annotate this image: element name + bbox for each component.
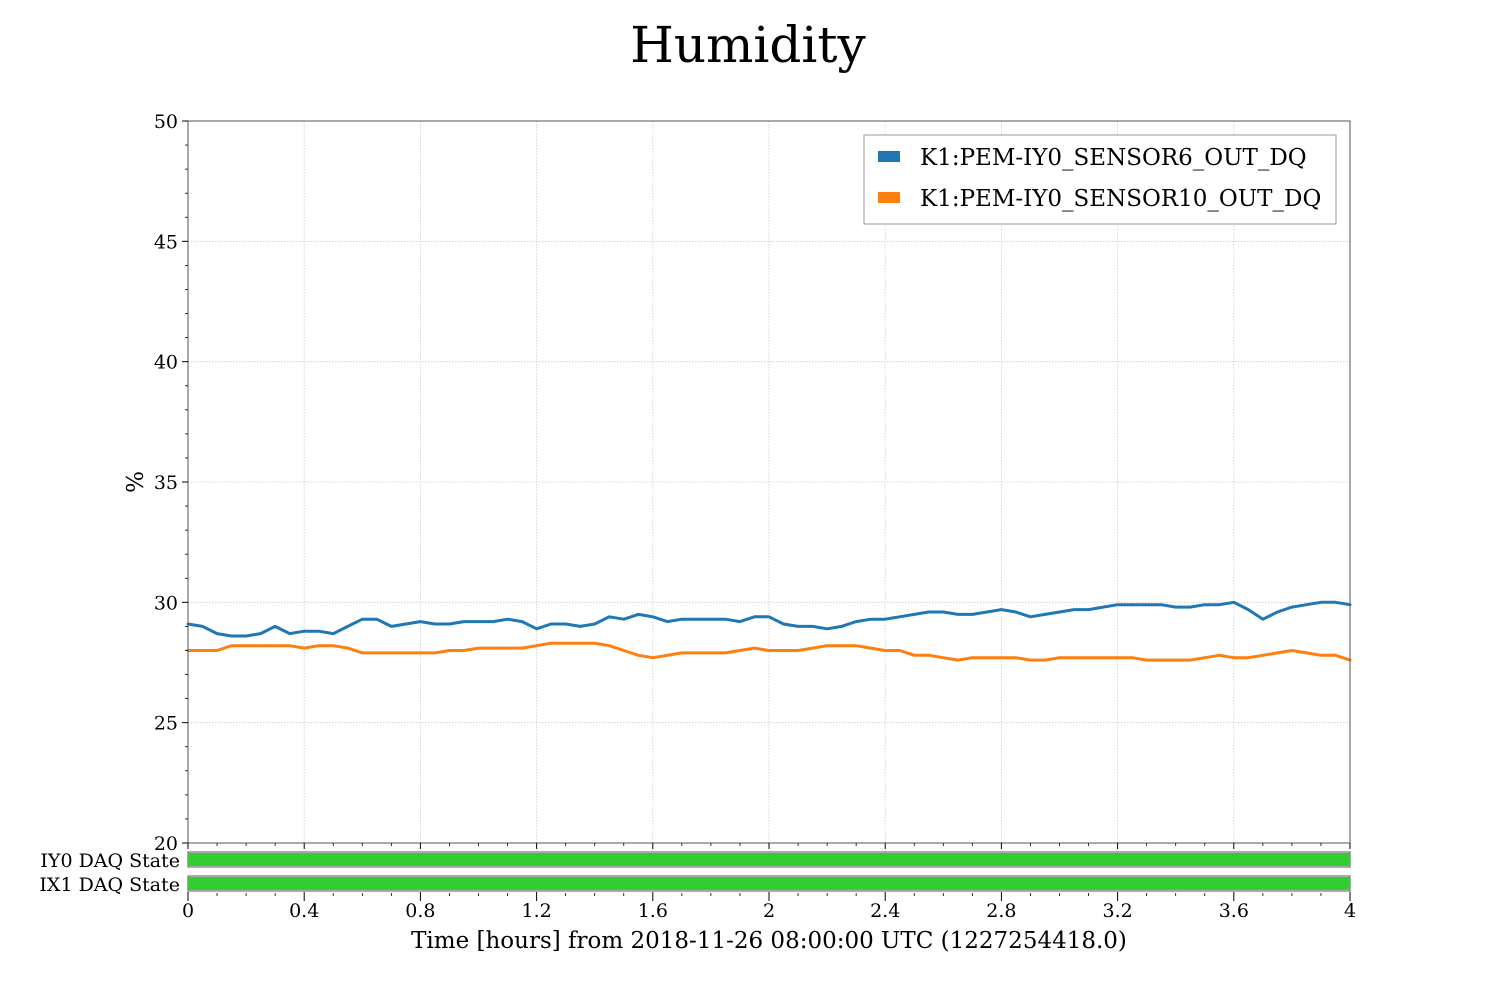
legend-box: [863, 134, 1337, 225]
x-tick-label: 1.6: [638, 900, 668, 922]
x-tick-label: 2.4: [870, 900, 900, 922]
x-tick-label: 0.4: [289, 900, 319, 922]
x-tick-label: 0.8: [405, 900, 435, 922]
x-axis: 0 0.4 0.8 1.2 1.6 2 2.4 2.8 3.2 3.6 4: [182, 843, 1356, 922]
x-tick-label: 3.2: [1102, 900, 1132, 922]
y-tick-label: 45: [154, 231, 178, 253]
x-tick-label: 3.6: [1219, 900, 1249, 922]
y-tick-label: 35: [154, 472, 178, 494]
x-tick-label: 2.8: [986, 900, 1016, 922]
legend-swatch-sensor10: [878, 192, 900, 203]
state-panel-bar: [188, 877, 1350, 890]
state-panel-label: IY0 DAQ State: [40, 850, 180, 872]
chart-title: Humidity: [630, 16, 866, 74]
series-line-0: [186, 600, 1352, 638]
grid-lines: [188, 121, 1350, 843]
y-axis-label: %: [123, 471, 149, 493]
y-tick-label: 25: [154, 713, 178, 735]
y-tick-label: 20: [154, 833, 178, 855]
y-tick-label: 30: [154, 592, 178, 614]
y-tick-label: 40: [154, 352, 178, 374]
legend-label-sensor6: K1:PEM-IY0_SENSOR6_OUT_DQ: [920, 145, 1307, 171]
x-axis-label: Time [hours] from 2018-11-26 08:00:00 UT…: [411, 928, 1127, 954]
legend-swatch-sensor6: [878, 151, 900, 162]
state-panel-bar: [188, 853, 1350, 866]
legend: K1:PEM-IY0_SENSOR6_OUT_DQ K1:PEM-IY0_SEN…: [863, 134, 1337, 225]
y-tick-label: 50: [154, 111, 178, 133]
x-tick-label: 4: [1344, 900, 1356, 922]
x-tick-label: 2: [763, 900, 775, 922]
series-layer: [186, 600, 1352, 662]
state-panel-label: IX1 DAQ State: [39, 874, 180, 896]
x-tick-label: 0: [182, 900, 194, 922]
legend-label-sensor10: K1:PEM-IY0_SENSOR10_OUT_DQ: [920, 186, 1321, 212]
x-tick-label: 1.2: [521, 900, 551, 922]
y-axis: 20 25 30 35 40 45 50: [154, 111, 188, 855]
series-line-1: [186, 641, 1352, 662]
